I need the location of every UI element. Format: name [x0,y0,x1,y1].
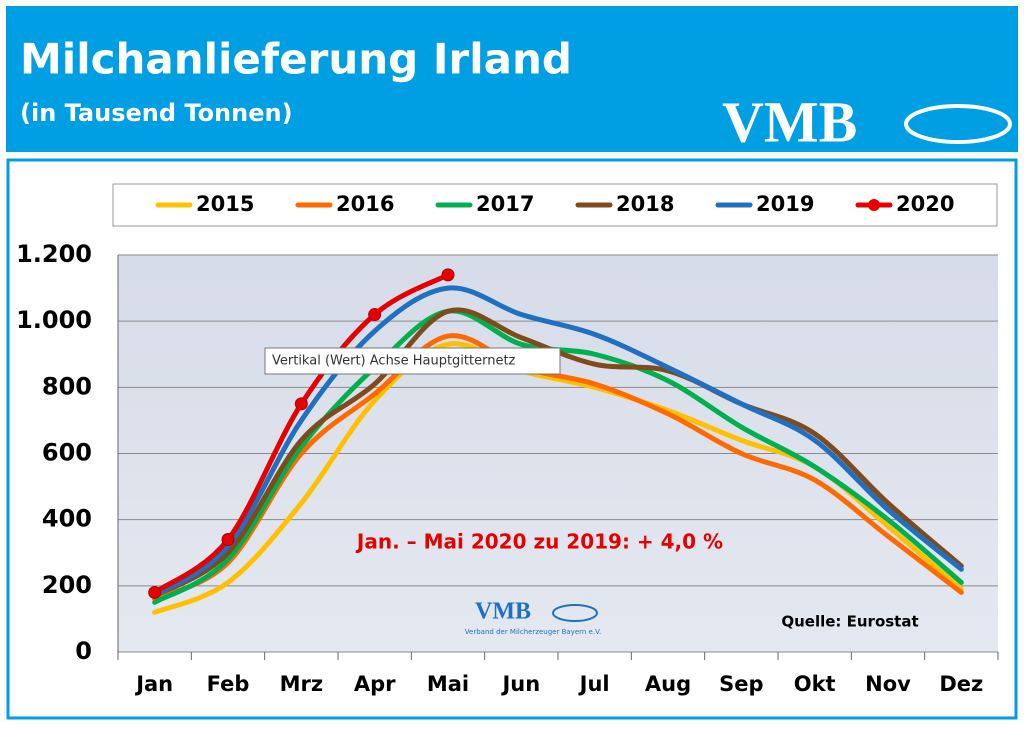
series-line [152,285,964,599]
x-tick-label: Jan [134,672,173,696]
point-marker [221,533,235,547]
x-tick-label: Jun [500,672,540,696]
chart-subtitle: (in Tausend Tonnen) [20,99,293,127]
legend-label: 2015 [196,192,254,216]
x-tick-label: Mrz [280,672,323,696]
legend-label: 2020 [896,192,954,216]
x-tick-label: Feb [207,672,250,696]
legend-label: 2019 [756,192,814,216]
x-tick-label: Sep [719,672,763,696]
y-tick-label: 1.200 [16,240,92,268]
chart-title: Milchanlieferung Irland [20,35,572,84]
legend-box [112,183,998,227]
x-tick-label: Nov [865,672,911,696]
legend-marker [868,199,880,211]
point-marker [148,585,162,599]
logo: VMB [722,89,857,154]
x-tick-label: Mai [427,672,469,696]
y-tick-label: 200 [42,571,92,599]
x-tick-label: Apr [354,672,396,696]
series-line [152,307,964,599]
x-tick-label: Dez [939,672,983,696]
source: Quelle: Eurostat [781,613,918,631]
y-tick-label: 400 [42,505,92,533]
annotation: Jan. – Mai 2020 zu 2019: + 4,0 % [355,530,723,554]
legend-label: 2017 [476,192,534,216]
y-tick-label: 0 [75,637,92,665]
small-logo-caption: Verband der Milcherzeuger Bayern e.V. [465,628,601,636]
logo-swoosh [904,104,1012,144]
x-tick-label: Aug [645,672,691,696]
small-logo: VMB [475,599,531,625]
point-marker [368,308,382,322]
legend-label: 2018 [616,192,674,216]
y-tick-label: 1.000 [16,306,92,334]
x-tick-label: Okt [794,672,836,696]
small-logo-swoosh [552,604,598,622]
tooltip: Vertikal (Wert) Achse Hauptgitternetz [272,354,516,369]
header-band [6,6,1018,152]
x-tick-label: Jul [578,672,610,696]
tooltip-box [264,347,561,375]
point-marker [294,397,308,411]
legend-label: 2016 [336,192,394,216]
point-marker [441,268,455,282]
y-tick-label: 600 [42,439,92,467]
y-tick-label: 800 [42,372,92,400]
